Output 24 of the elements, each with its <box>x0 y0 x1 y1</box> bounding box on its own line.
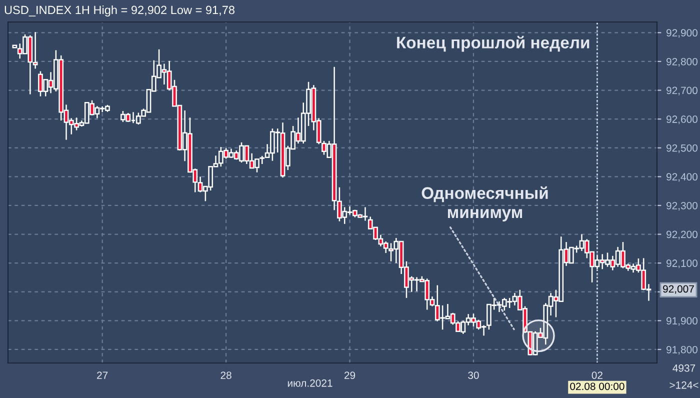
y-tick-label: 92,200 <box>666 230 698 240</box>
y-tick-label: 91,900 <box>666 317 698 326</box>
y-tick-label: 92,900 <box>666 29 698 38</box>
text: июл.2021 <box>288 379 332 387</box>
ref-line-label: Конец прошлой недели <box>397 36 590 52</box>
y-tick-label: 92,300 <box>666 202 698 211</box>
x-tick-label: 30 <box>468 372 479 379</box>
x-tick-label: 27 <box>97 372 108 379</box>
text: 92,007 <box>663 285 694 294</box>
x-tick-label: 29 <box>344 372 356 379</box>
y-tick-label: 92,800 <box>666 58 698 67</box>
text: >124< <box>670 381 698 389</box>
y-tick-label: 92,700 <box>666 86 698 96</box>
annotation: Одномесячный минимум <box>422 186 548 222</box>
y-tick-label: 91,800 <box>666 346 698 355</box>
x-tick-label: 28 <box>220 372 232 379</box>
y-tick-label: 92,100 <box>666 260 698 268</box>
y-tick-label: 92,400 <box>666 173 698 182</box>
x-tick-label: 02 <box>592 372 602 379</box>
y-tick-label: 92,600 <box>666 116 698 124</box>
text: 4937 <box>672 364 696 372</box>
chart-title: USD_INDEX 1H High = 92,902 Low = 91,78 <box>4 6 234 16</box>
text: 02.08 00:00 <box>570 382 624 390</box>
y-tick-label: 92,500 <box>666 144 698 153</box>
